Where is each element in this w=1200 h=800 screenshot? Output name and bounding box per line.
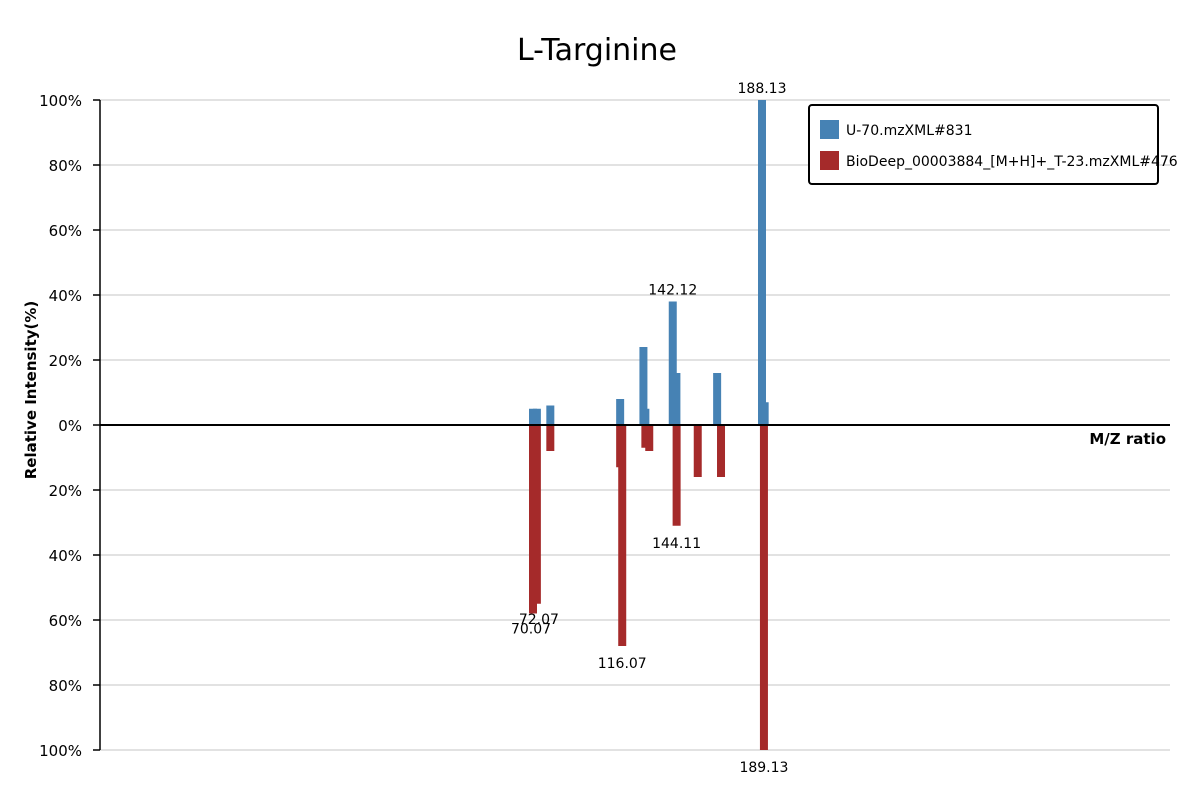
gridlines: [100, 99, 1170, 751]
x-axis-title: M/Z ratio: [1089, 430, 1166, 448]
reference-peak-bar: [645, 425, 654, 451]
y-tick-label: 20%: [49, 352, 82, 370]
y-tick-label: 40%: [49, 547, 82, 565]
legend-frame: [808, 104, 1159, 185]
legend-label-query: U-70.mzXML#831: [846, 123, 972, 139]
peak-label: 189.13: [739, 760, 788, 776]
y-tick-label: 20%: [49, 482, 82, 500]
y-tick-label: 60%: [49, 222, 82, 240]
y-tick-label: 100%: [39, 92, 82, 110]
query-peak-bar: [532, 408, 541, 425]
legend-swatch-reference: [820, 151, 839, 170]
y-tick-label: 60%: [49, 612, 82, 630]
y-tick-label: 80%: [49, 677, 82, 695]
peak-label: 144.11: [652, 536, 701, 552]
reference-peak-bar: [693, 425, 702, 477]
reference-peak-bar: [717, 425, 726, 477]
query-peak-bar: [616, 399, 625, 425]
peak-label: 142.12: [648, 283, 697, 299]
query-peak-bar: [713, 373, 722, 425]
peak-label: 72.07: [519, 612, 559, 628]
legend-swatch-query: [820, 120, 839, 139]
reference-peak-bar: [618, 425, 627, 646]
query-peak-bar: [668, 301, 677, 425]
reference-peak-bar: [672, 425, 681, 526]
peak-label: 116.07: [598, 656, 647, 672]
y-axis-ticks: 100% 80% 60% 40% 20% 0% 20% 40% 60% 80% 100%: [39, 92, 100, 760]
legend-label-reference: BioDeep_00003884_[M+H]+_T-23.mzXML#476: [846, 154, 1178, 170]
y-tick-label: 80%: [49, 157, 82, 175]
chart-title: L-Targinine: [517, 33, 677, 68]
y-tick-label: 40%: [49, 287, 82, 305]
legend: U-70.mzXML#831 BioDeep_00003884_[M+H]+_T…: [808, 104, 1178, 185]
peak-label: 70.07: [511, 622, 551, 638]
peak-bars: [529, 100, 769, 750]
y-axis-title: Relative Intensity(%): [22, 301, 40, 480]
query-peak-bar: [760, 402, 769, 425]
y-tick-label: 0%: [58, 417, 82, 435]
query-peak-bar: [639, 347, 648, 425]
query-peak-bar: [758, 100, 766, 425]
query-peak-bar: [672, 373, 681, 425]
reference-peak-bar: [759, 425, 768, 750]
query-peak-bar: [641, 408, 650, 425]
y-tick-label: 100%: [39, 742, 82, 760]
reference-peak-bar: [546, 425, 555, 451]
query-peak-bar: [546, 405, 555, 425]
reference-peak-bar: [532, 425, 541, 604]
peak-label: 188.13: [738, 81, 787, 97]
